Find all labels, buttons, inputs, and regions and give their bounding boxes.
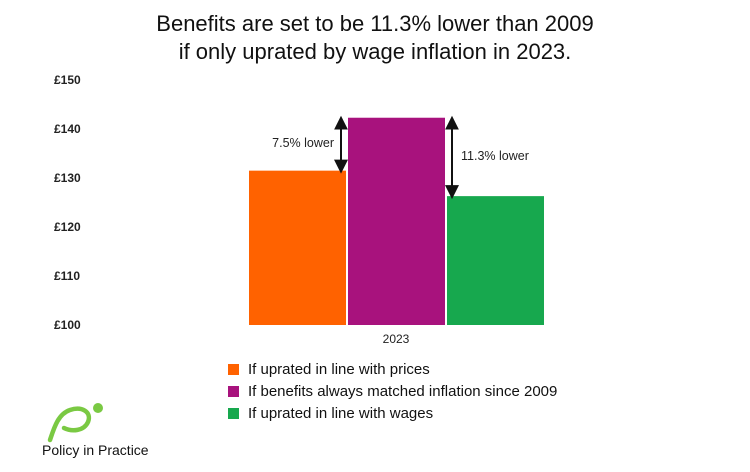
y-tick-label: £110	[54, 269, 80, 283]
x-tick-label: 2023	[383, 332, 410, 346]
bar-chart: £100 £110 £120 £130 £140 £150 7.5% lower 11.3%…	[54, 73, 544, 346]
annotation-label: 11.3% lower	[461, 149, 529, 163]
chart-title: Benefits are set to be 11.3% lower than …	[0, 10, 750, 66]
y-tick-label: £150	[54, 73, 81, 87]
legend-item: If benefits always matched inflation sin…	[228, 380, 557, 402]
y-axis: £100 £110 £120 £130 £140 £150	[54, 73, 81, 332]
legend-item: If uprated in line with wages	[228, 402, 557, 424]
legend-label: If benefits always matched inflation sin…	[248, 382, 558, 400]
y-tick-label: £120	[54, 220, 81, 234]
legend-swatch	[228, 407, 239, 419]
bar	[249, 170, 346, 325]
logo-text: Policy in Practice	[42, 442, 149, 458]
bar	[447, 196, 544, 325]
y-tick-label: £140	[54, 122, 81, 136]
policy-in-practice-logo: Policy in Practice	[36, 398, 176, 464]
legend-label: If uprated in line with prices	[248, 360, 430, 378]
bars	[249, 117, 544, 325]
legend: If uprated in line with prices If benefit…	[228, 358, 557, 424]
y-tick-label: £130	[54, 171, 81, 185]
chart-title-line1: Benefits are set to be 11.3% lower than …	[156, 11, 594, 36]
x-axis: 2023	[383, 332, 410, 346]
bar	[348, 117, 445, 325]
annotations: 7.5% lower 11.3% lower	[272, 115, 529, 200]
legend-swatch	[228, 385, 239, 397]
y-tick-label: £100	[54, 318, 81, 332]
logo-swoosh-icon	[47, 403, 103, 443]
chart-subtitle: if only uprated by wage inflation in 202…	[178, 39, 572, 64]
legend-swatch	[228, 363, 239, 375]
annotation-label: 7.5% lower	[272, 136, 334, 150]
legend-label: If uprated in line with wages	[248, 404, 434, 422]
legend-item: If uprated in line with prices	[228, 358, 557, 380]
